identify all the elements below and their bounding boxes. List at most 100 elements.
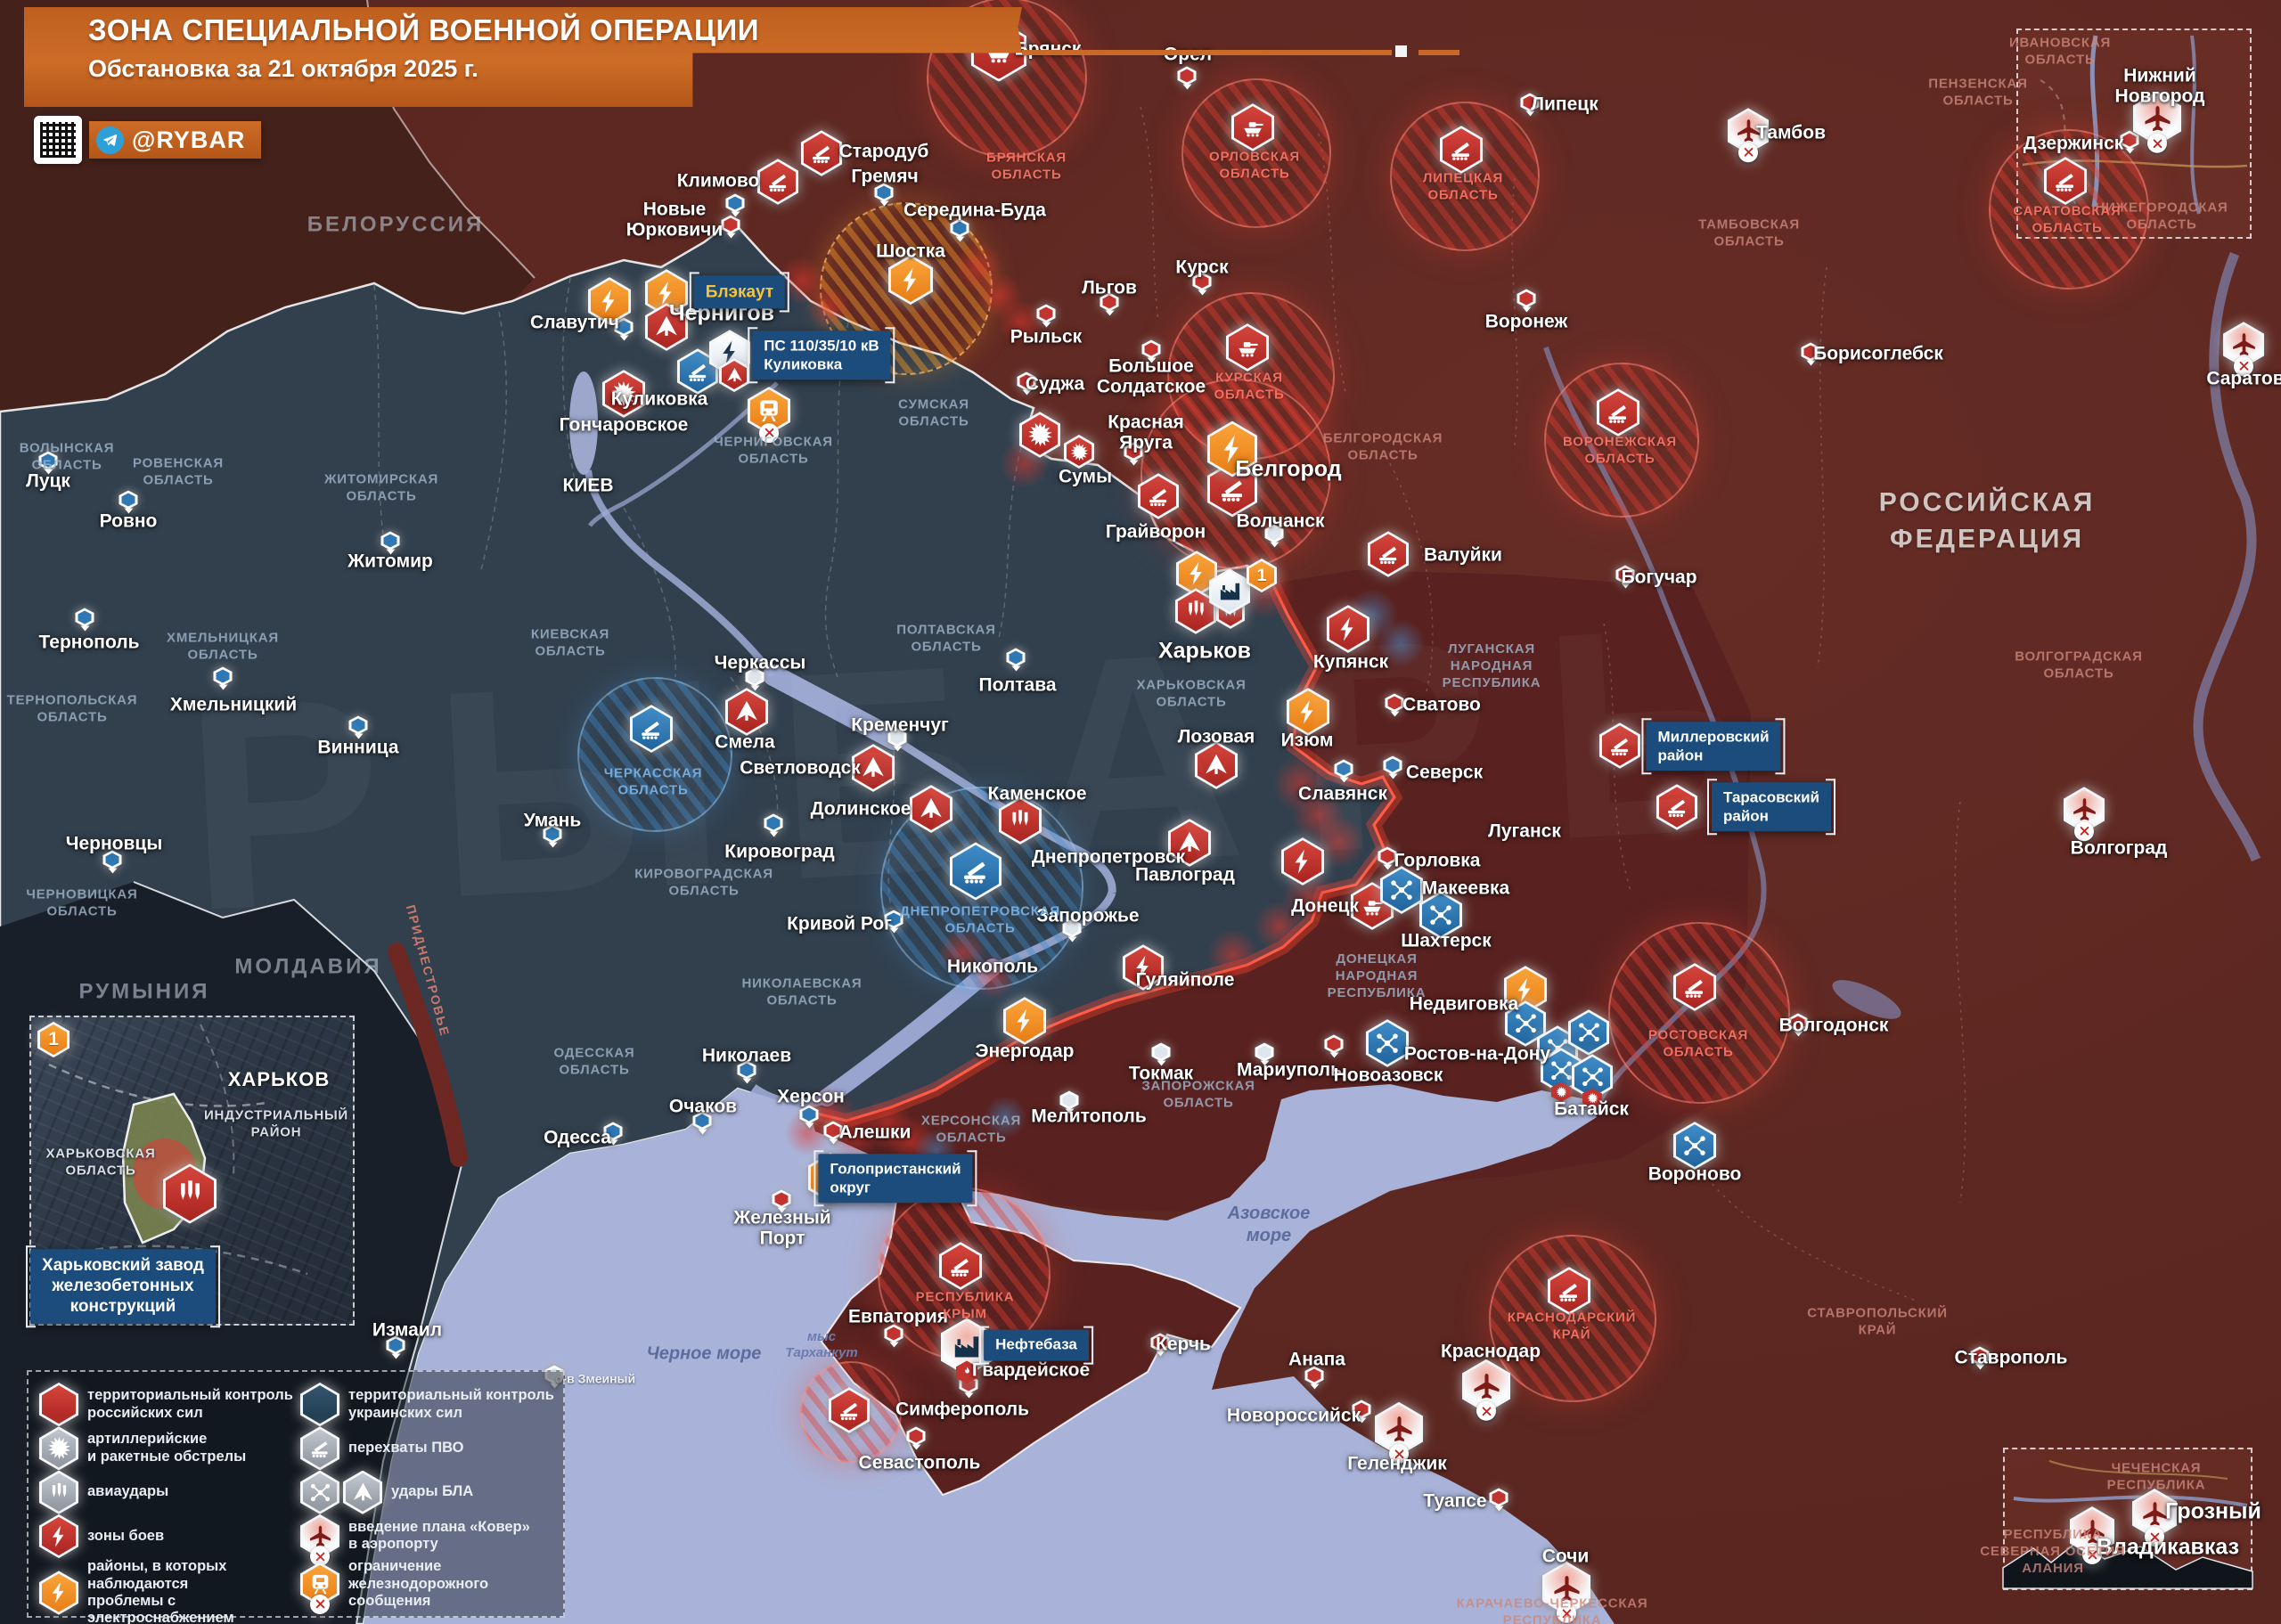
marker-pvo	[1597, 388, 1639, 437]
city-dot	[1017, 371, 1036, 400]
pin-hex	[1489, 1488, 1508, 1507]
map-marker	[1207, 461, 1257, 518]
pin-pointer	[879, 200, 888, 211]
hatched-zone-circle	[1489, 1235, 1656, 1402]
banner-line-dash	[1418, 50, 1459, 55]
hex-shape	[1380, 866, 1423, 914]
pin-pointer	[619, 335, 628, 346]
hex-shape	[300, 1383, 339, 1427]
hex-shape	[39, 1470, 78, 1514]
map-marker: 1	[1247, 558, 1277, 593]
pvo-icon	[1607, 732, 1633, 758]
city-dot	[1264, 524, 1284, 552]
marker-bombs	[999, 796, 1042, 845]
city-dot	[213, 666, 233, 695]
cross-icon	[315, 1551, 326, 1563]
restriction-cross-badge	[2234, 355, 2253, 376]
pin-pointer	[1494, 1506, 1503, 1516]
plane-icon	[1552, 1574, 1582, 1604]
city-dot	[119, 490, 138, 518]
shahed-icon	[725, 365, 744, 384]
quad-icon	[1374, 1030, 1401, 1057]
legend-item: районы, в которых наблюдаются проблемы с…	[39, 1558, 295, 1624]
marker-pvo	[757, 159, 798, 205]
map-marker	[852, 744, 895, 792]
hex-shape	[1287, 688, 1329, 736]
hex-shape	[300, 1426, 339, 1471]
pin-hex	[380, 531, 400, 551]
pvo-icon	[1146, 483, 1172, 509]
pin-hex	[1304, 1366, 1324, 1385]
legend-item: ограничение железнодорожного сообщения	[300, 1558, 556, 1614]
restriction-cross-badge	[759, 422, 779, 443]
marker-pvo	[801, 130, 842, 176]
callout-label: Харьковский завод железобетонных констру…	[26, 1245, 220, 1327]
marker-pvo	[630, 705, 673, 753]
legend-item: территориальный контроль российских сил	[39, 1383, 295, 1427]
city-dot	[380, 531, 400, 559]
marker-shahed	[645, 303, 688, 351]
map-marker	[939, 1242, 982, 1290]
hatched-zone-circle	[1181, 78, 1331, 228]
city-dot	[823, 1121, 843, 1149]
map-marker	[1123, 944, 1164, 991]
banner-line	[1022, 50, 1392, 55]
pin-hex	[1150, 1333, 1170, 1352]
hatched-zone-circle	[577, 677, 732, 832]
marker-lightning	[888, 255, 933, 305]
hex-shape	[1281, 837, 1324, 885]
map-marker	[1064, 434, 1094, 469]
marker-shahed	[1195, 741, 1238, 789]
legend-label: авиаудары	[87, 1483, 169, 1500]
shahed-icon	[733, 698, 760, 725]
pin-pointer	[1129, 460, 1138, 470]
pin-hex	[799, 1105, 819, 1124]
pin-pointer	[742, 1078, 751, 1089]
plane-icon	[2143, 104, 2172, 134]
pin-hex	[1517, 289, 1536, 308]
map-marker	[1375, 1401, 1423, 1465]
plane-icon	[1736, 118, 1762, 143]
marker-plane	[2133, 91, 2181, 154]
map-marker	[2044, 157, 2087, 205]
pin-pointer	[1156, 1351, 1165, 1361]
quad-icon	[308, 1481, 332, 1505]
pin-hex	[1006, 648, 1026, 667]
pin-pointer	[726, 233, 735, 243]
pin-pointer	[1270, 542, 1279, 552]
city-dot	[887, 728, 907, 756]
pvo-icon	[638, 715, 665, 742]
city-dot	[1788, 1013, 1808, 1041]
pin-hex	[884, 1324, 903, 1343]
city-dot	[2120, 130, 2139, 159]
hex-shape	[588, 277, 631, 325]
restriction-cross-badge	[2145, 1527, 2164, 1546]
pin-hex	[1059, 1090, 1079, 1110]
restriction-cross-badge	[310, 1546, 330, 1567]
marker-train	[300, 1562, 339, 1614]
hex-shape	[1327, 605, 1369, 653]
pvo-icon	[1448, 136, 1475, 163]
plane-icon	[1385, 1415, 1414, 1444]
marker-plane	[1542, 1561, 1590, 1624]
city-dot	[799, 1105, 819, 1133]
city-dot	[544, 1365, 564, 1393]
qr-code-icon	[34, 116, 82, 164]
marker-plane	[2132, 1489, 2177, 1546]
city-dot	[721, 215, 740, 243]
map-marker	[801, 130, 842, 176]
marker-bombs	[1175, 588, 1216, 634]
pin-pointer	[698, 1129, 707, 1139]
hex-shape	[1419, 891, 1462, 939]
strike-badge	[1582, 1088, 1602, 1108]
pin-hex	[102, 850, 122, 869]
legend-item: перехваты ПВО	[300, 1426, 556, 1471]
marker-one: 1	[1247, 558, 1277, 593]
pin-hex	[544, 1365, 564, 1384]
hex-shape	[1548, 1267, 1590, 1315]
cross-icon	[315, 1598, 326, 1610]
hex-shape	[1440, 126, 1483, 174]
cross-icon	[2238, 360, 2250, 371]
pin-hex	[725, 193, 745, 213]
